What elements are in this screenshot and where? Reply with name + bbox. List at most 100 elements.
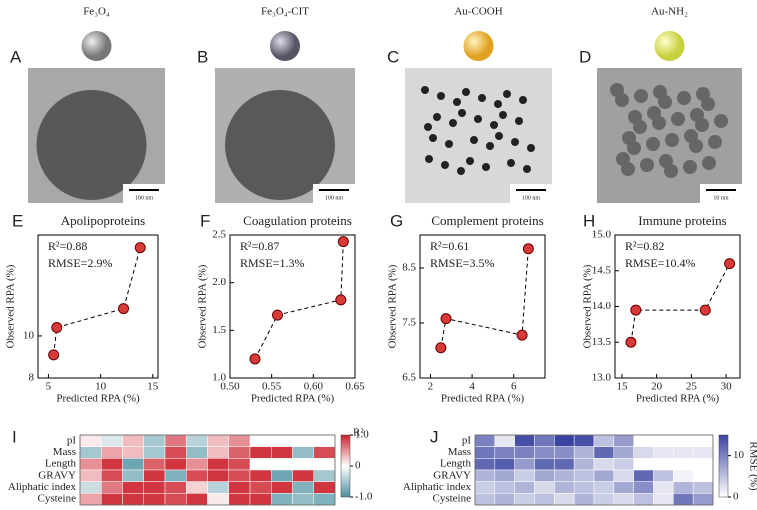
x-tick-label: 25 [686,381,698,393]
data-point [435,342,447,354]
heat-cell [122,469,144,482]
data-point [630,304,642,316]
heat-cell [101,493,123,506]
heat-cell [673,493,694,506]
x-axis-label: Predicted RPA (%) [636,393,720,405]
data-point [440,313,452,325]
heat-cell [101,469,123,482]
heat-cell [613,469,634,482]
data-point [337,236,349,248]
y-axis-label: Observed RPA (%) [387,264,399,348]
heat-cell [143,434,166,447]
particle-image [507,159,515,167]
x-axis-label: Predicted RPA (%) [441,393,525,405]
heat-cell [474,481,496,494]
heat-cell [313,493,336,506]
particle-image [433,113,441,121]
heat-cell [554,493,575,506]
heatmap-frame [79,434,336,506]
heat-cell [207,458,229,471]
heat-cell [228,469,251,482]
heat-cell [534,446,555,459]
heat-cell [164,469,187,482]
heat-cell [228,446,251,459]
heat-cell [79,481,102,494]
particle-image [482,163,490,171]
heat-cell [164,458,187,471]
row-label: Aliphatic index [403,481,472,493]
y-axis-label: Observed RPA (%) [197,264,209,348]
heat-cell [313,481,336,494]
x-tick-label: 0.55 [262,381,282,393]
heat-cell [228,434,251,447]
particle-image [714,114,728,128]
heat-cell [573,434,595,447]
particle-image [523,165,531,173]
heat-cell [494,469,515,482]
particle-image [683,160,697,174]
x-tick-label: 20 [651,381,663,393]
heat-cell [474,458,496,471]
plot-frame [37,234,159,379]
particle-image [671,112,685,126]
heat-cell [494,481,515,494]
x-tick-label: 0.65 [345,381,365,393]
heat-cell [494,434,515,447]
data-point [335,294,347,306]
y-tick-label: 2.5 [212,229,226,241]
particle-image [462,88,470,96]
particle-image [441,161,449,169]
heat-cell [101,434,123,447]
particle-image [486,142,494,150]
particle-image [478,94,486,102]
heat-cell [164,481,187,494]
heat-cell [271,481,293,494]
heat-cell [593,446,615,459]
panel-letter: B [197,47,208,66]
heat-cell [534,469,555,482]
heat-cell [143,446,166,459]
particle-icon [270,31,300,61]
particle-image [615,93,629,107]
scale-label: 100 nm [135,195,154,201]
particle-image [664,164,678,178]
particle-image [652,116,666,130]
chart-title: Complement proteins [431,213,543,228]
y-tick-label: 14.0 [592,300,612,312]
particle-name: Fe₃O₄-CIT [261,6,309,18]
particle-image [689,139,703,153]
heat-cell [573,446,595,459]
heat-cell [494,458,515,471]
heatmap-frame [474,434,714,506]
heat-cell [79,434,102,447]
heat-cell [79,493,102,506]
colorbar-tick-label: -1.0 [355,491,373,503]
row-label: GRAVY [433,469,471,481]
heat-cell [514,446,535,459]
panel-letter: C [387,47,399,66]
heat-cell [534,434,555,447]
scale-box [510,184,552,203]
row-label: Mass [448,446,471,458]
heat-cell [186,469,208,482]
heat-cell [292,481,314,494]
chart-title: Immune proteins [638,213,726,228]
x-axis-label: Predicted RPA (%) [251,393,335,405]
y-axis-label: Observed RPA (%) [5,264,17,348]
x-tick-label: 30 [721,381,733,393]
trend-line [254,241,344,360]
panel-letter: G [390,211,403,230]
particle-image [437,92,445,100]
y-tick-label: 7.5 [402,317,416,329]
data-point [134,242,146,254]
heat-cell [207,446,229,459]
heat-cell [271,469,293,482]
x-tick-label: 4 [469,381,475,393]
heat-cell [653,493,674,506]
heat-cell [653,446,674,459]
x-tick-label: 6 [511,381,517,393]
particle-image [490,121,498,129]
heat-cell [292,493,314,506]
heat-cell [593,469,615,482]
particle-image [421,86,429,94]
